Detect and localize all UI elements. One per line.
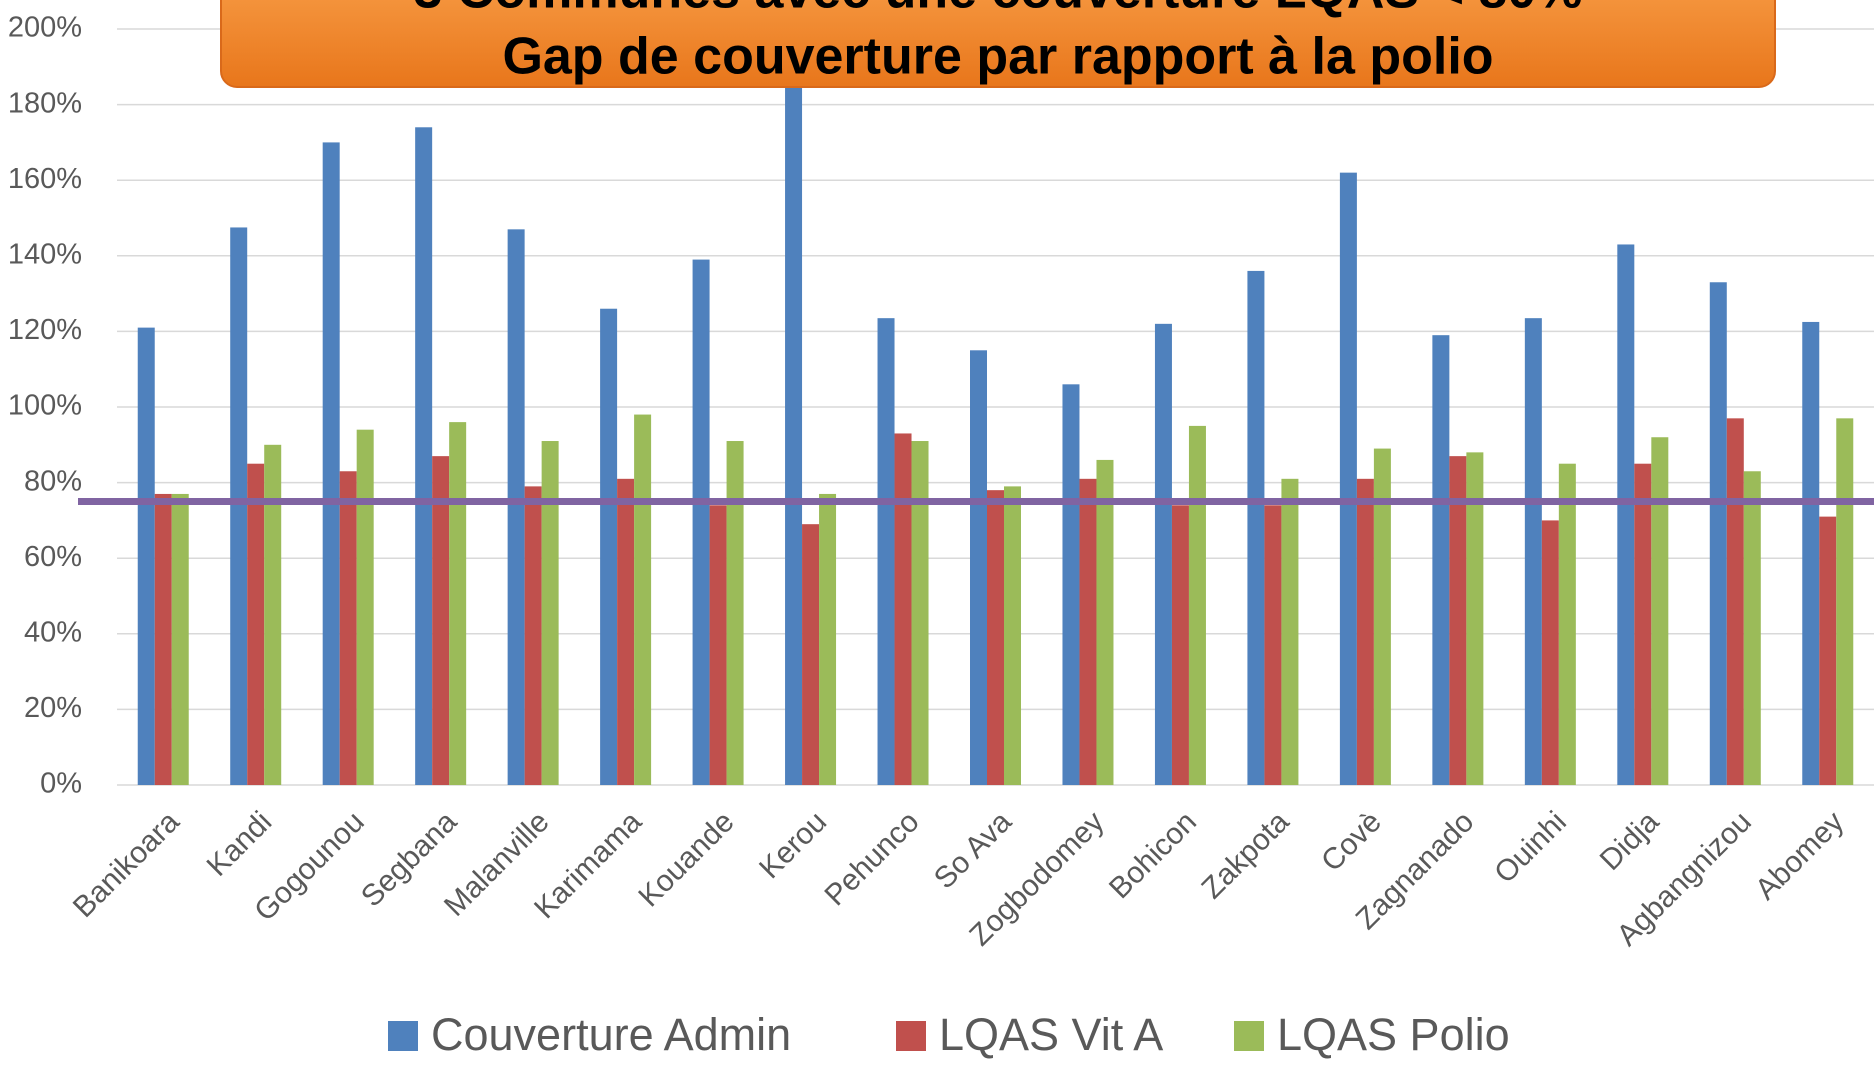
y-tick-label: 120% [8, 314, 82, 346]
bar [137, 327, 155, 785]
bar [1339, 172, 1357, 785]
legend-label: LQAS Polio [1277, 1009, 1510, 1060]
x-tick-label: Didja [1594, 805, 1666, 877]
x-tick-label: Zakpota [1195, 805, 1295, 905]
y-tick-label: 0% [40, 768, 82, 800]
x-tick-label: Kandi [201, 805, 279, 883]
x-tick-label: Kouande [632, 805, 740, 913]
bar [1524, 318, 1542, 785]
y-tick-label: 60% [24, 541, 82, 573]
bar [1558, 463, 1576, 785]
bar [356, 429, 374, 785]
legend-swatch [896, 1021, 926, 1051]
y-tick-label: 200% [8, 12, 82, 44]
bar [894, 433, 912, 785]
y-tick-label: 160% [8, 163, 82, 195]
x-tick-label: Bohicon [1103, 805, 1203, 905]
x-tick-label: Ouinhi [1488, 805, 1573, 890]
bar [1096, 459, 1114, 785]
bar [230, 227, 248, 785]
bar [339, 471, 357, 785]
bar [1264, 505, 1282, 785]
bar [322, 142, 340, 785]
legend-label: LQAS Vit A [939, 1009, 1163, 1060]
legend-swatch [388, 1021, 418, 1051]
bar [1281, 478, 1299, 785]
bar [600, 308, 618, 785]
bar [911, 441, 929, 785]
y-tick-label: 80% [24, 465, 82, 497]
bar [264, 444, 282, 785]
bar [1466, 452, 1484, 785]
x-tick-label: Abomey [1749, 805, 1850, 906]
bar [507, 229, 525, 786]
bar [1802, 321, 1820, 785]
plot-area: 0% 20% 40% 60% 80% 100% 120% 140% 160% 180% 200% Ba… [8, 12, 1874, 952]
bar [634, 414, 652, 785]
title-line: Gap de couverture par rapport à la polio [502, 28, 1493, 86]
bar [1356, 478, 1374, 785]
x-tick-label: Covè [1315, 805, 1388, 878]
x-tick-label: Banikoara [67, 805, 186, 924]
bar [785, 66, 803, 786]
bar [1079, 478, 1097, 785]
bar [415, 127, 433, 785]
bar [1247, 270, 1265, 785]
legend: Couverture Admin LQAS Vit A LQAS Polio [388, 1009, 1510, 1060]
bar [1819, 516, 1837, 785]
bar [802, 524, 820, 785]
bar [541, 441, 559, 785]
bar [154, 493, 172, 785]
y-tick-label: 100% [8, 390, 82, 422]
y-tick-label: 20% [24, 692, 82, 724]
title-box: 3 Communes avec une couverture LQAS < 80… [220, 0, 1776, 88]
y-tick-label: 140% [8, 238, 82, 270]
bar [1432, 335, 1450, 785]
bar [877, 318, 895, 785]
bar [987, 490, 1004, 785]
bar [1743, 471, 1761, 785]
bar [432, 456, 450, 785]
bar [1062, 384, 1080, 785]
y-tick-label: 180% [8, 87, 82, 119]
bar [692, 259, 710, 786]
bar [1617, 244, 1635, 785]
bar [1651, 437, 1669, 785]
bar [1373, 448, 1391, 785]
title-background [220, 0, 1776, 88]
x-tick-label: Pehunco [818, 805, 925, 912]
bar [819, 493, 837, 785]
legend-swatch [1234, 1021, 1264, 1051]
bar [247, 463, 265, 785]
bar [1004, 486, 1021, 785]
bar [709, 505, 727, 785]
legend-label: Couverture Admin [431, 1009, 791, 1060]
bar [1709, 282, 1727, 785]
bar [449, 422, 467, 785]
bar [1541, 520, 1559, 785]
title-line: 3 Communes avec une couverture LQAS < 80… [414, 0, 1583, 20]
bar [1449, 456, 1467, 785]
bar [970, 350, 987, 785]
bar [617, 478, 635, 785]
bar [524, 486, 542, 785]
bar [1634, 463, 1652, 785]
bar [1836, 418, 1854, 785]
bar [1726, 418, 1744, 785]
y-tick-label: 40% [24, 616, 82, 648]
x-tick-label: Kerou [753, 805, 833, 885]
bar [726, 441, 744, 785]
bar [1154, 323, 1172, 785]
bar [1188, 425, 1206, 785]
bar [171, 493, 189, 785]
x-tick-label: So Ava [928, 805, 1018, 895]
bar [1171, 505, 1189, 785]
